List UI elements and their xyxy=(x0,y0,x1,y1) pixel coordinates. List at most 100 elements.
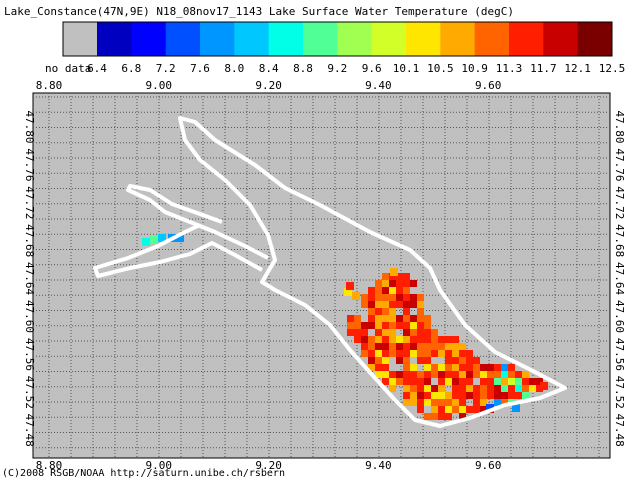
pixel xyxy=(424,322,431,329)
x-tick-label-bottom: 9.40 xyxy=(365,459,392,472)
pixel xyxy=(361,294,368,301)
pixel xyxy=(466,357,473,364)
pixel xyxy=(368,364,375,371)
pixel xyxy=(459,364,466,371)
x-tick-label-bottom: 8.80 xyxy=(36,459,63,472)
pixel xyxy=(368,336,375,343)
pixel xyxy=(417,322,424,329)
colorbar-label: 12.5 xyxy=(599,62,626,75)
pixel xyxy=(424,336,431,343)
pixel xyxy=(452,406,459,413)
pixel xyxy=(403,371,410,378)
pixel xyxy=(389,322,396,329)
pixel xyxy=(445,350,452,357)
color-swatch xyxy=(337,22,373,56)
untersee-lower xyxy=(93,223,263,278)
pixel xyxy=(452,350,459,357)
pixel xyxy=(536,385,543,392)
colorbar-label: 8.8 xyxy=(293,62,313,75)
pixel xyxy=(480,406,487,413)
pixel xyxy=(459,385,466,392)
pixel xyxy=(396,343,403,350)
pixel xyxy=(459,413,466,420)
pixel xyxy=(347,329,354,336)
pixel xyxy=(466,392,473,399)
y-tick-label-right: 47.56 xyxy=(613,338,626,371)
pixel xyxy=(417,301,424,308)
pixel xyxy=(487,364,494,371)
y-tick-label-left: 47.48 xyxy=(23,414,36,447)
pixel xyxy=(403,392,410,399)
y-tick-label-right: 47.60 xyxy=(613,300,626,333)
pixel xyxy=(403,378,410,385)
pixel xyxy=(375,329,382,336)
pixel xyxy=(368,294,375,301)
pixel xyxy=(382,378,389,385)
color-swatch xyxy=(303,22,338,56)
pixel xyxy=(494,392,501,399)
pixel xyxy=(501,378,508,385)
pixel xyxy=(403,315,410,322)
pixel xyxy=(501,399,508,406)
colorbar-label: 9.2 xyxy=(327,62,347,75)
pixel xyxy=(445,343,452,350)
pixel xyxy=(445,371,452,378)
pixel xyxy=(410,364,417,371)
ticks: 8.80 8.80 9.00 9.00 9.20 9.20 9.40 9.40 9.60 9.60… xyxy=(23,79,626,472)
colorbar-label: 11.3 xyxy=(496,62,523,75)
pixel xyxy=(375,336,382,343)
pixel xyxy=(403,343,410,350)
pixel xyxy=(410,385,417,392)
pixel xyxy=(403,399,410,406)
pixel xyxy=(501,371,508,378)
pixel xyxy=(486,404,494,412)
pixel xyxy=(424,329,431,336)
pixel xyxy=(417,406,424,413)
pixel xyxy=(431,385,438,392)
pixel xyxy=(410,329,417,336)
pixel xyxy=(431,350,438,357)
y-tick-label-right: 47.80 xyxy=(613,110,626,143)
colorbar-label: 8.4 xyxy=(259,62,279,75)
pixel xyxy=(508,385,515,392)
pixel xyxy=(382,315,389,322)
pixel xyxy=(382,329,389,336)
pixel xyxy=(501,385,508,392)
pixel xyxy=(494,378,501,385)
pixel xyxy=(473,406,480,413)
pixel xyxy=(375,364,382,371)
x-tick-label-top: 9.20 xyxy=(255,79,282,92)
pixel xyxy=(389,280,396,287)
pixel xyxy=(417,336,424,343)
pixel xyxy=(417,350,424,357)
pixel xyxy=(396,336,403,343)
pixel xyxy=(424,350,431,357)
y-tick-label-left: 47.76 xyxy=(23,148,36,181)
pixel xyxy=(403,336,410,343)
colorbar-label: 8.0 xyxy=(224,62,244,75)
pixel xyxy=(375,315,382,322)
y-tick-label-left: 47.68 xyxy=(23,224,36,257)
pixel xyxy=(424,315,431,322)
y-tick-label-left: 47.52 xyxy=(23,376,36,409)
y-tick-label-left: 47.80 xyxy=(23,110,36,143)
pixel xyxy=(368,357,375,364)
color-swatch xyxy=(200,22,235,56)
pixel xyxy=(410,371,417,378)
pixel xyxy=(459,371,466,378)
pixel xyxy=(424,364,431,371)
pixel xyxy=(459,350,466,357)
pixel xyxy=(361,343,368,350)
pixel xyxy=(417,392,424,399)
pixel xyxy=(375,294,382,301)
pixel xyxy=(515,378,522,385)
pixel xyxy=(417,343,424,350)
pixel xyxy=(487,385,494,392)
y-tick-label-left: 47.72 xyxy=(23,186,36,219)
pixel xyxy=(361,350,368,357)
pixel xyxy=(459,343,466,350)
pixel xyxy=(403,350,410,357)
pixel xyxy=(473,392,480,399)
color-swatch xyxy=(474,22,510,56)
y-tick-label-right: 47.48 xyxy=(613,414,626,447)
